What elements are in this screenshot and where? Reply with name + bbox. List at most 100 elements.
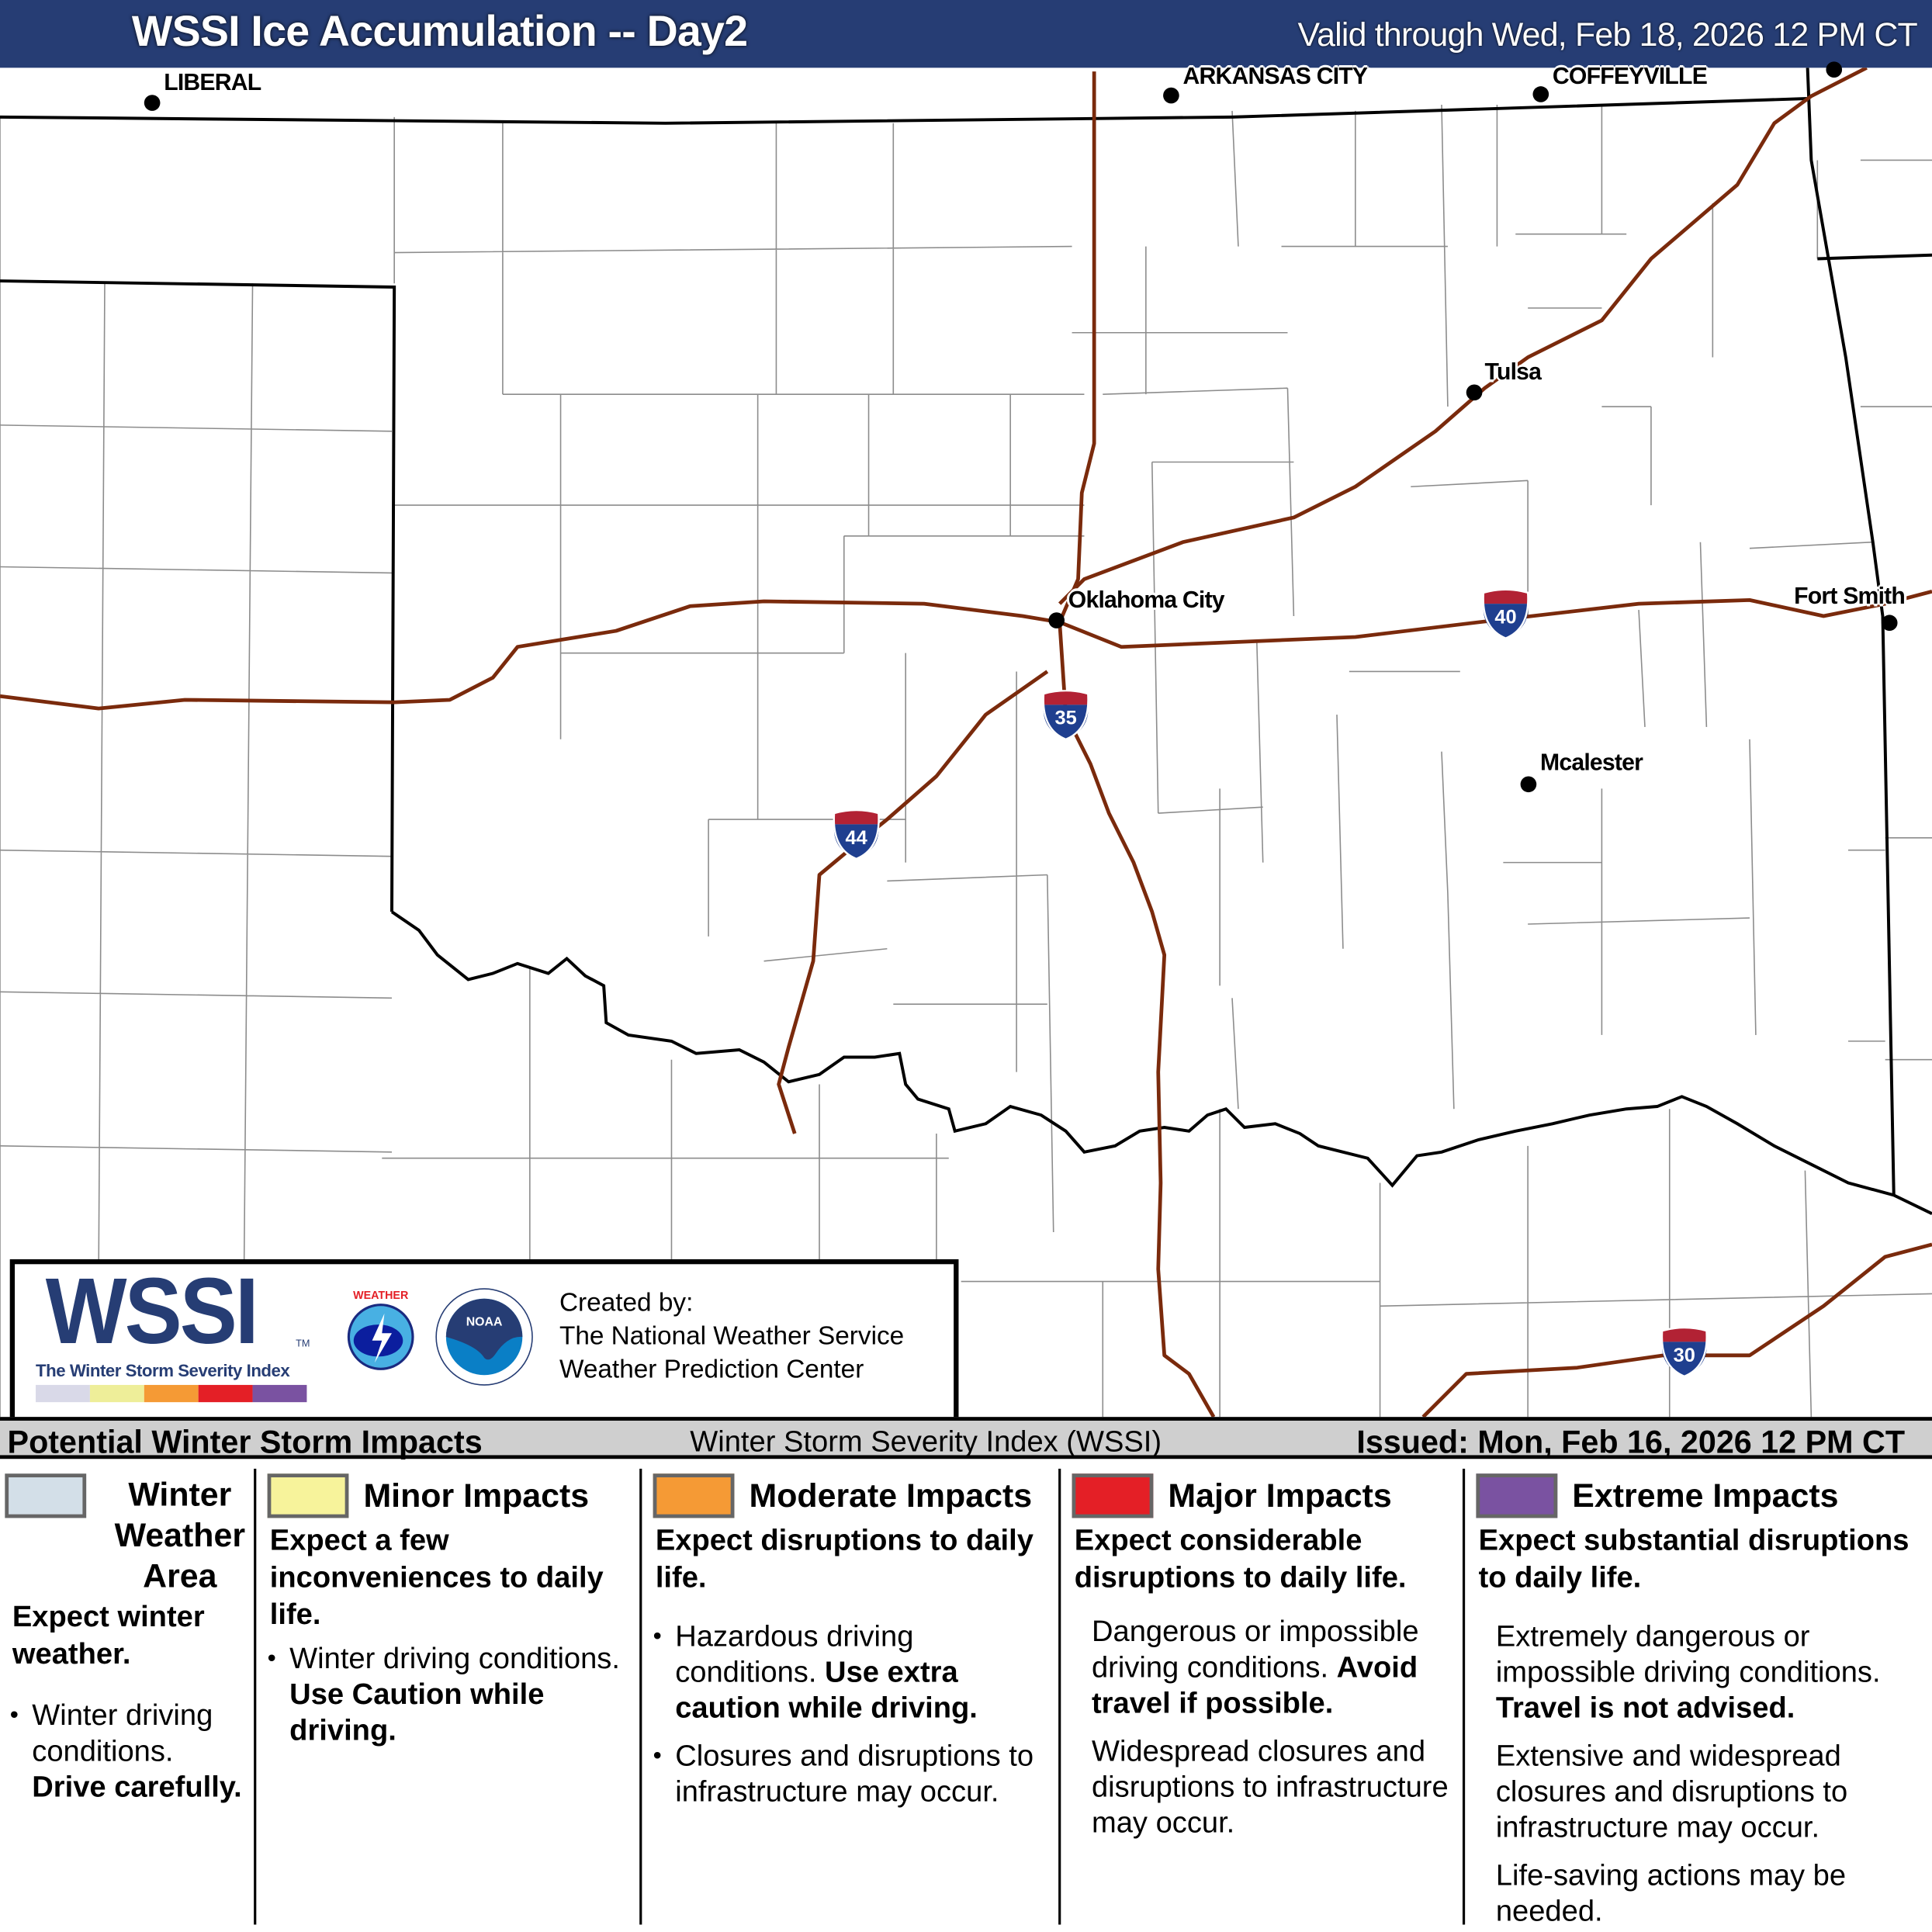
red-river-border xyxy=(390,910,1932,1215)
interstate-40-shield: 40 xyxy=(1480,588,1532,641)
city-dot-tulsa xyxy=(1466,384,1483,401)
legend-title: Potential Winter Storm Impacts xyxy=(7,1423,483,1460)
city-label-tulsa: Tulsa xyxy=(1484,359,1542,386)
city-dot-fort-smith xyxy=(1881,615,1898,632)
impact-color-swatch xyxy=(267,1473,349,1518)
detail-advice: Use Caution while driving. xyxy=(289,1678,545,1747)
interstate-44-shield: 44 xyxy=(830,808,882,861)
interstate-number: 44 xyxy=(845,828,867,850)
city-label-oklahoma-city: Oklahoma City xyxy=(1068,587,1225,614)
detail-text: Hazardous driving conditions. xyxy=(675,1620,914,1690)
city-label-arkansas-city: ARKANSAS CITY xyxy=(1182,64,1368,90)
interstate-shield-icon xyxy=(1042,689,1089,741)
impact-column-minor-impacts: Minor Impacts Expect a few inconveniences… xyxy=(258,1469,641,1925)
impact-detail-item: Winter driving conditions. Drive careful… xyxy=(10,1698,255,1805)
wssi-color-scale xyxy=(36,1384,307,1403)
impact-title: Moderate Impacts xyxy=(749,1477,1033,1515)
interstate-number: 40 xyxy=(1494,607,1517,628)
interstate-30-shield: 30 xyxy=(1658,1326,1710,1379)
impact-detail-item: Extensive and widespread closures and di… xyxy=(1494,1739,1932,1846)
impact-column-moderate-impacts: Moderate Impacts Expect disruptions to da… xyxy=(643,1469,1060,1925)
impact-column-winter-weather-area: Winter Weather Area Expect winter weather… xyxy=(0,1469,255,1925)
city-dot-unlabeled xyxy=(1826,61,1843,78)
issued-time: Issued: Mon, Feb 16, 2026 12 PM CT xyxy=(1356,1423,1906,1460)
legend-header: Potential Winter Storm Impacts Winter St… xyxy=(0,1417,1932,1460)
impact-detail-item: Winter driving conditions. Use Caution w… xyxy=(268,1641,641,1748)
scale-swatch xyxy=(36,1384,90,1403)
detail-advice: Avoid travel if possible. xyxy=(1091,1650,1418,1720)
interstate-shield-icon xyxy=(833,808,880,860)
impact-details: Winter driving conditions. Drive careful… xyxy=(10,1698,255,1817)
wssi-logo: WSSI xyxy=(45,1259,259,1364)
scale-swatch xyxy=(252,1384,307,1403)
impact-color-swatch xyxy=(653,1473,735,1518)
legend-index-name: Winter Storm Severity Index (WSSI) xyxy=(690,1425,1162,1459)
i-30-route xyxy=(1421,1242,1932,1418)
creator-wpc: Weather Prediction Center xyxy=(559,1355,864,1384)
detail-advice: Travel is not advised. xyxy=(1495,1691,1795,1726)
detail-text: Winter driving conditions. xyxy=(32,1698,213,1768)
impact-details: Extremely dangerous or impossible drivin… xyxy=(1494,1619,1932,1932)
credits-box: WSSI TM The Winter Storm Severity Index … xyxy=(9,1259,959,1422)
detail-text: Widespread closures and disruptions to i… xyxy=(1091,1734,1449,1840)
impact-summary: Expect disruptions to daily life. xyxy=(655,1524,1034,1594)
city-dot-liberal xyxy=(144,95,161,111)
detail-advice: Use extra caution while driving. xyxy=(675,1656,978,1726)
scale-swatch xyxy=(144,1384,199,1403)
impact-title: Extreme Impacts xyxy=(1572,1477,1839,1515)
city-dot-arkansas-city xyxy=(1163,87,1179,104)
detail-text: Winter driving conditions. xyxy=(289,1642,620,1676)
city-label-liberal: LIBERAL xyxy=(164,70,261,96)
impact-summary: Expect a few inconveniences to daily lif… xyxy=(269,1524,604,1632)
city-label-mcalester: Mcalester xyxy=(1540,750,1643,777)
interstate-35-shield: 35 xyxy=(1040,689,1092,742)
interstate-number: 30 xyxy=(1673,1345,1695,1367)
impact-detail-item: Closures and disruptions to infrastructu… xyxy=(653,1739,1060,1810)
created-by: Created by: The National Weather Service… xyxy=(559,1286,904,1387)
impact-summary: Expect considerable disruptions to daily… xyxy=(1074,1524,1407,1594)
i-44-route xyxy=(777,68,1868,1134)
impact-column-major-impacts: Major Impacts Expect considerable disrupt… xyxy=(1062,1469,1464,1925)
impact-detail-item: Hazardous driving conditions. Use extra … xyxy=(653,1619,1060,1726)
interstate-highways xyxy=(0,68,1932,1418)
interstate-shield-icon xyxy=(1482,588,1529,639)
city-dot-oklahoma-city xyxy=(1048,612,1065,628)
impact-details: Dangerous or impossible driving conditio… xyxy=(1089,1614,1464,1853)
interstate-number: 35 xyxy=(1054,708,1077,730)
wssi-logo-subtitle: The Winter Storm Severity Index xyxy=(36,1360,290,1380)
map-title: WSSI Ice Accumulation -- Day2 xyxy=(131,7,748,56)
city-dot-coffeyville xyxy=(1532,86,1549,102)
county-lines xyxy=(0,104,1932,1418)
creator-nws: The National Weather Service xyxy=(559,1321,905,1351)
missouri-border xyxy=(1817,253,1932,261)
impact-color-swatch xyxy=(5,1473,87,1518)
column-divider xyxy=(639,1468,642,1925)
noaa-logo-icon: NOAA xyxy=(435,1288,533,1386)
detail-advice: Drive carefully. xyxy=(32,1770,242,1804)
impact-details: Winter driving conditions. Use Caution w… xyxy=(268,1641,641,1761)
impact-title: Major Impacts xyxy=(1168,1477,1392,1515)
detail-text: Life-saving actions may be needed. xyxy=(1495,1859,1847,1929)
created-by-label: Created by: xyxy=(559,1289,694,1317)
map xyxy=(0,68,1932,1418)
trademark: TM xyxy=(296,1338,310,1349)
scale-swatch xyxy=(198,1384,253,1403)
impact-detail-item: Extremely dangerous or impossible drivin… xyxy=(1494,1619,1932,1726)
impact-details: Hazardous driving conditions. Use extra … xyxy=(653,1619,1060,1823)
impact-detail-item: Dangerous or impossible driving conditio… xyxy=(1089,1614,1464,1721)
impact-detail-item: Widespread closures and disruptions to i… xyxy=(1089,1733,1464,1840)
interstate-shield-icon xyxy=(1660,1326,1708,1378)
svg-text:NOAA: NOAA xyxy=(466,1316,503,1329)
scale-swatch xyxy=(89,1384,144,1403)
title-bar: WSSI Ice Accumulation -- Day2 Valid thro… xyxy=(0,0,1932,68)
i-40-route xyxy=(0,589,1932,711)
valid-through: Valid through Wed, Feb 18, 2026 12 PM CT xyxy=(1297,16,1917,54)
i-35-route xyxy=(1058,71,1216,1418)
state-borders xyxy=(0,68,1932,1215)
svg-text:WEATHER: WEATHER xyxy=(353,1290,409,1302)
column-divider xyxy=(1462,1468,1466,1925)
kansas-oklahoma-border xyxy=(0,97,1808,125)
detail-text: Dangerous or impossible driving conditio… xyxy=(1091,1615,1419,1684)
city-label-fort-smith: Fort Smith xyxy=(1794,583,1906,611)
